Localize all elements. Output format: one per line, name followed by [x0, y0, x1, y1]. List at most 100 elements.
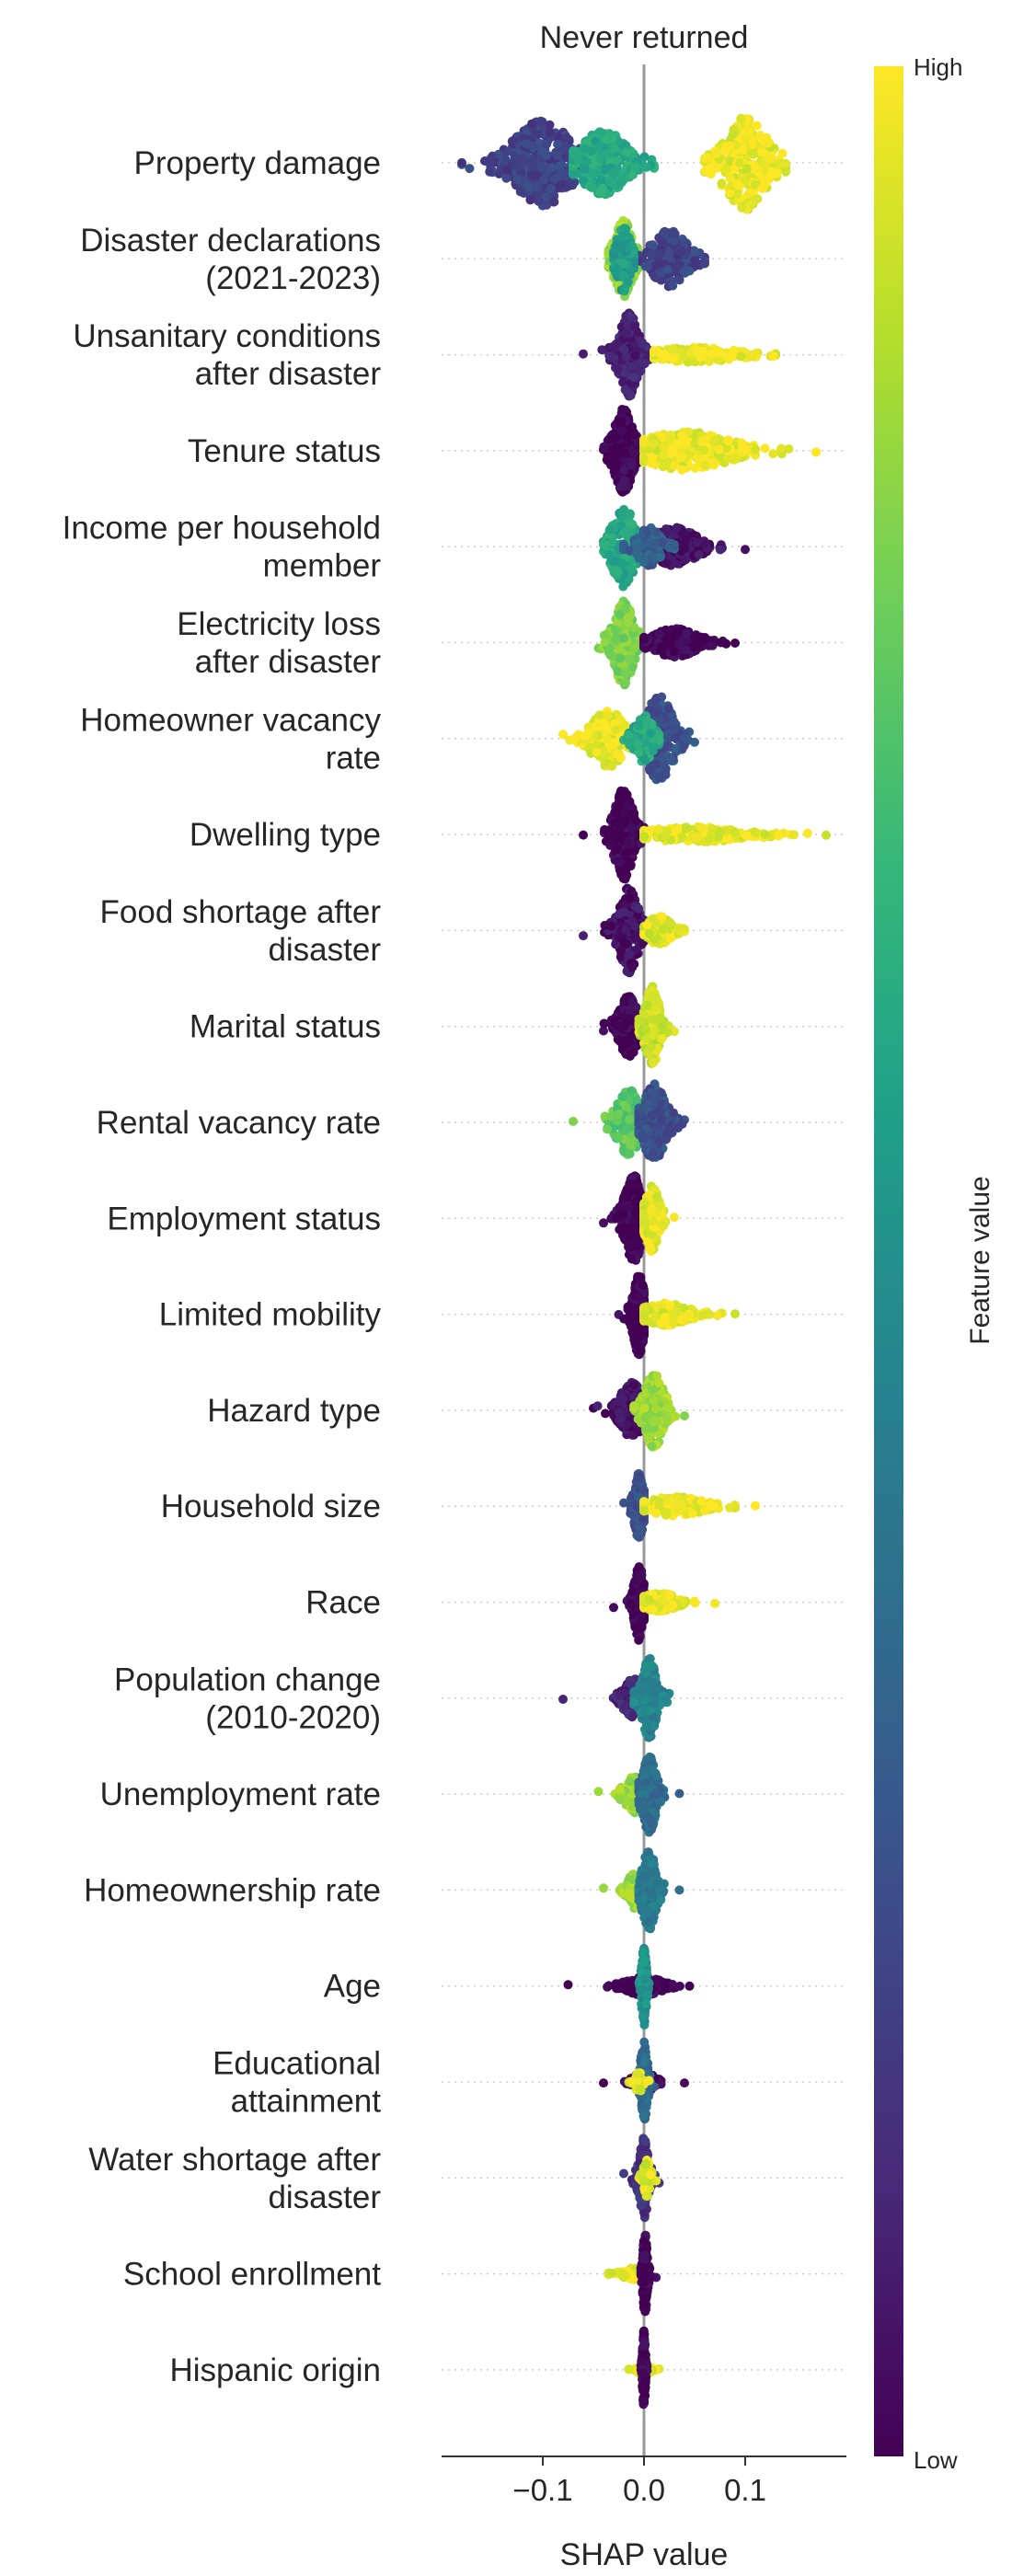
- shap-point: [692, 833, 702, 843]
- shap-point: [638, 358, 649, 368]
- shap-point: [600, 540, 610, 549]
- shap-point: [554, 132, 563, 143]
- shap-point: [700, 154, 709, 164]
- shap-point: [622, 438, 632, 448]
- shap-point: [545, 128, 555, 138]
- shap-point: [757, 183, 767, 193]
- shap-point: [627, 962, 638, 972]
- shap-point: [561, 141, 571, 151]
- shap-point: [628, 321, 638, 331]
- shap-point: [581, 164, 591, 174]
- shap-point: [622, 836, 632, 846]
- shap-point: [662, 265, 673, 275]
- shap-point: [735, 157, 744, 167]
- shap-point: [781, 158, 790, 168]
- shap-point: [711, 149, 721, 159]
- shap-point: [625, 893, 635, 903]
- shap-point: [742, 164, 752, 174]
- shap-point: [772, 168, 782, 178]
- shap-point: [679, 267, 689, 277]
- shap-point: [690, 463, 700, 473]
- shap-point: [669, 444, 678, 454]
- shap-point: [715, 545, 725, 555]
- shap-point: [632, 542, 642, 552]
- shap-point: [701, 166, 710, 176]
- shap-point: [682, 645, 692, 655]
- shap-point: [616, 408, 627, 418]
- shap-point: [619, 286, 629, 296]
- data-points: [457, 113, 831, 2409]
- shap-point: [730, 826, 740, 836]
- shap-point: [500, 155, 511, 165]
- shap-point: [621, 667, 630, 677]
- shap-point: [752, 121, 762, 131]
- shap-point: [557, 179, 567, 190]
- shap-point: [595, 188, 605, 197]
- shap-point: [655, 249, 665, 259]
- shap-point: [608, 167, 618, 178]
- shap-point: [677, 453, 687, 463]
- shap-point: [665, 247, 675, 258]
- shap-point: [680, 543, 689, 553]
- shap-point: [686, 348, 696, 358]
- shap-point: [765, 154, 775, 164]
- shap-point: [732, 178, 742, 189]
- shap-point: [521, 139, 531, 149]
- shap-point: [580, 144, 590, 154]
- shap-point: [465, 164, 475, 174]
- shap-point: [761, 176, 771, 186]
- shap-point: [629, 623, 639, 633]
- shap-point: [550, 150, 560, 160]
- shap-point: [729, 345, 739, 355]
- shap-point: [628, 644, 638, 653]
- shap-point: [716, 638, 726, 648]
- shap-point: [599, 719, 609, 730]
- shap-point: [774, 831, 784, 841]
- shap-point: [615, 796, 624, 806]
- shap-point: [609, 466, 619, 477]
- shap-point: [668, 354, 678, 363]
- shap-point: [682, 628, 692, 638]
- shap-point: [615, 610, 625, 619]
- shap-point: [534, 196, 544, 206]
- shap-point: [641, 162, 651, 172]
- shap-point: [612, 362, 622, 373]
- shap-point: [594, 710, 604, 720]
- shap-point: [617, 511, 627, 521]
- shap-point: [707, 640, 717, 650]
- shap-point: [690, 256, 700, 266]
- shap-point: [595, 154, 605, 164]
- shap-point: [789, 830, 799, 840]
- shap-point: [526, 158, 536, 168]
- shap-point: [717, 178, 727, 189]
- shap-point: [700, 539, 710, 549]
- shap-point: [659, 442, 669, 452]
- shap-point: [604, 149, 614, 159]
- shap-point: [652, 707, 662, 718]
- shap-point: [730, 454, 739, 465]
- shap-point: [681, 535, 691, 546]
- shap-point: [613, 567, 623, 577]
- shap-point: [629, 921, 639, 931]
- shap-point: [668, 281, 678, 291]
- shap-point: [542, 200, 552, 210]
- shap-point: [619, 344, 629, 354]
- shap-point: [609, 178, 618, 189]
- shap-point: [615, 909, 625, 919]
- shap-point: [822, 830, 831, 840]
- shap-point: [802, 828, 812, 838]
- shap-point: [744, 129, 754, 138]
- shap-point: [616, 241, 627, 251]
- shap-point: [621, 925, 631, 935]
- shap-point: [663, 433, 673, 443]
- shap-point: [613, 844, 623, 854]
- shap-point: [541, 191, 551, 201]
- shap-point: [751, 828, 760, 838]
- shap-point: [672, 523, 682, 533]
- shap-point: [634, 903, 644, 914]
- shap-point: [642, 261, 652, 271]
- shap-point: [649, 439, 659, 449]
- shap-point: [751, 444, 761, 454]
- shap-point: [596, 175, 606, 185]
- shap-point: [535, 116, 546, 126]
